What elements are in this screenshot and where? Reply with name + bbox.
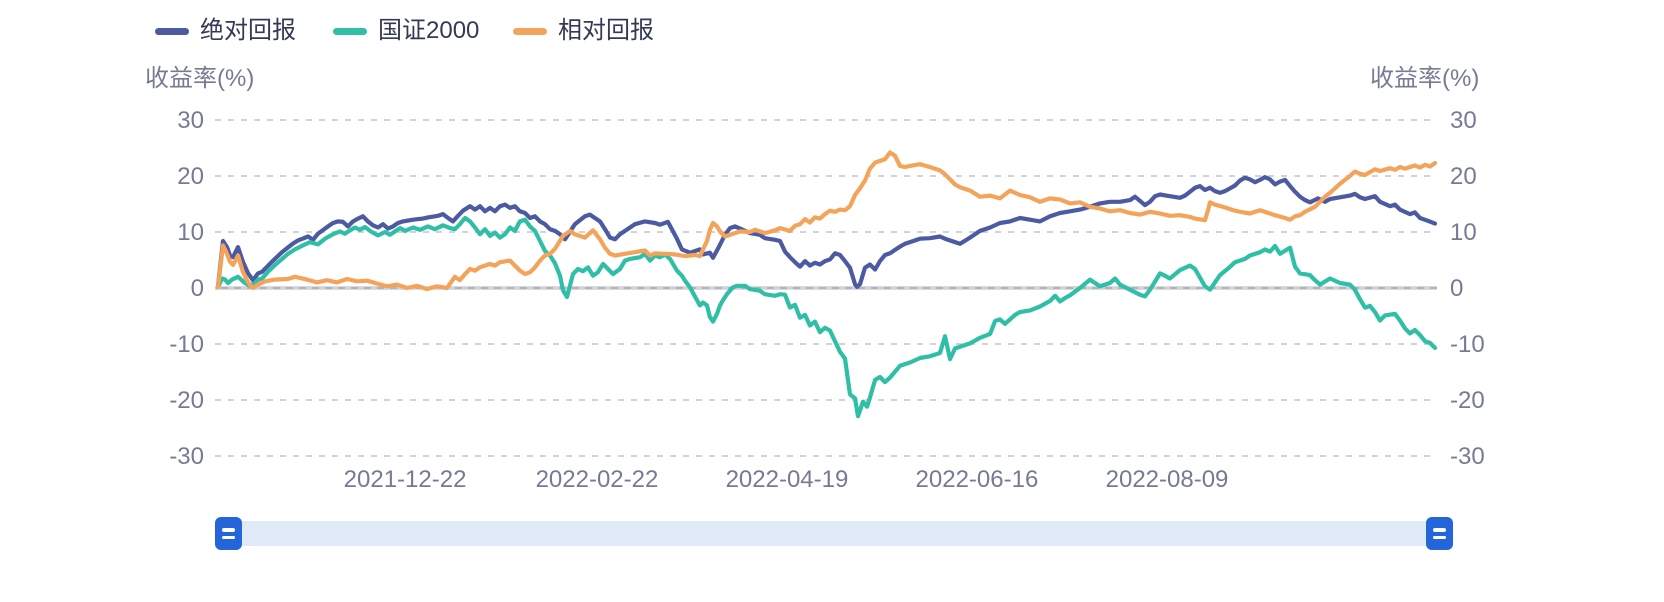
legend-line-marker-icon <box>333 27 367 35</box>
x-tick-label: 2022-04-19 <box>726 466 849 493</box>
y-tick-label-left: 10 <box>177 219 204 246</box>
y-tick-label-right: -30 <box>1450 443 1485 470</box>
legend-item-guozheng2000-index[interactable]: 国证2000 <box>333 16 479 46</box>
handle-grip-icon <box>1433 535 1446 539</box>
handle-grip-icon <box>1433 528 1446 532</box>
legend-line-marker-icon <box>155 27 189 35</box>
y-tick-label-right: 20 <box>1450 163 1477 190</box>
right-axis-title: 收益率(%) <box>1370 65 1480 92</box>
y-tick-label-right: 10 <box>1450 219 1477 246</box>
handle-grip-icon <box>222 535 235 539</box>
y-tick-label-right: 30 <box>1450 107 1477 134</box>
handle-grip-icon <box>222 528 235 532</box>
y-tick-label-right: 0 <box>1450 275 1463 302</box>
x-tick-label: 2022-08-09 <box>1106 466 1229 493</box>
legend-item-relative-return[interactable]: 相对回报 <box>513 16 654 46</box>
series-line-absolute-return <box>215 175 1438 289</box>
y-tick-label-right: -20 <box>1450 387 1485 414</box>
left-axis-title: 收益率(%) <box>145 65 255 92</box>
legend: 绝对回报 国证2000 相对回报 <box>0 0 1664 46</box>
y-tick-label-left: 20 <box>177 163 204 190</box>
y-tick-label-right: -10 <box>1450 331 1485 358</box>
legend-item-label: 相对回报 <box>558 17 654 44</box>
legend-line-marker-icon <box>513 27 547 35</box>
y-tick-label-left: 0 <box>191 275 204 302</box>
series-line-relative-return <box>215 150 1438 292</box>
legend-item-absolute-return[interactable]: 绝对回报 <box>155 16 296 46</box>
datazoom-right-handle[interactable] <box>1426 517 1453 550</box>
y-tick-label-left: -10 <box>169 331 204 358</box>
x-tick-label: 2021-12-22 <box>344 466 467 493</box>
legend-item-label: 绝对回报 <box>200 17 296 44</box>
x-tick-label: 2022-02-22 <box>536 466 659 493</box>
y-tick-label-left: -20 <box>169 387 204 414</box>
legend-item-label: 国证2000 <box>378 17 480 44</box>
series-line-guozheng2000-index <box>215 215 1438 419</box>
y-tick-label-left: 30 <box>177 107 204 134</box>
datazoom-track[interactable] <box>215 521 1453 546</box>
y-tick-label-left: -30 <box>169 443 204 470</box>
x-tick-label: 2022-06-16 <box>916 466 1039 493</box>
datazoom-left-handle[interactable] <box>215 517 242 550</box>
